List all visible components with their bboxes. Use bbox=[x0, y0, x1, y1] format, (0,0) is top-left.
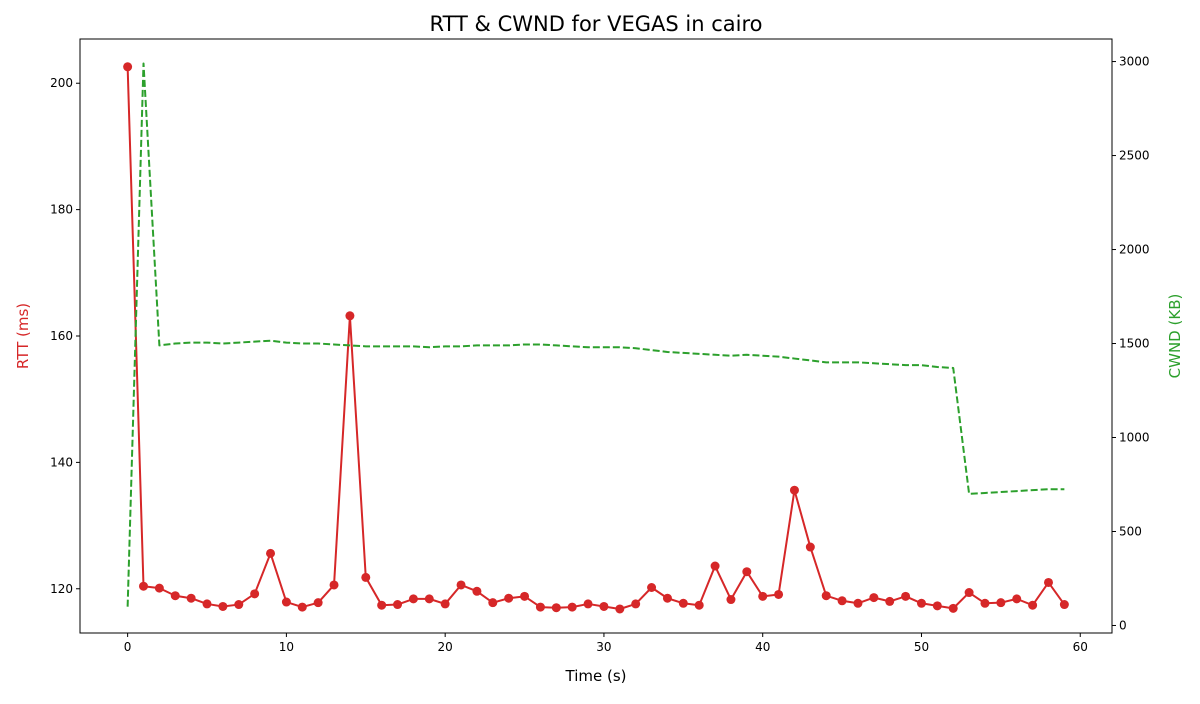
y-right-tick-label: 3000 bbox=[1119, 55, 1150, 69]
rtt-point bbox=[456, 580, 466, 590]
rtt-point bbox=[678, 598, 688, 608]
x-tick-label: 10 bbox=[279, 640, 294, 654]
x-tick-label: 20 bbox=[438, 640, 453, 654]
rtt-point bbox=[345, 311, 355, 321]
rtt-point bbox=[916, 598, 926, 608]
rtt-point bbox=[234, 600, 244, 610]
rtt-point bbox=[1012, 594, 1022, 604]
x-tick-label: 60 bbox=[1073, 640, 1088, 654]
rtt-point bbox=[996, 598, 1006, 608]
rtt-point bbox=[1028, 600, 1038, 610]
y-left-tick-label: 120 bbox=[50, 582, 73, 596]
rtt-point bbox=[377, 600, 387, 610]
x-axis-title: Time (s) bbox=[565, 667, 627, 685]
rtt-point bbox=[488, 598, 498, 608]
chart-title: RTT & CWND for VEGAS in cairo bbox=[430, 12, 763, 36]
rtt-point bbox=[551, 603, 561, 613]
rtt-point bbox=[186, 593, 196, 603]
y-left-tick-label: 160 bbox=[50, 329, 73, 343]
rtt-point bbox=[520, 591, 530, 601]
plot-frame bbox=[79, 38, 1113, 634]
rtt-point bbox=[805, 542, 815, 552]
rtt-point bbox=[869, 593, 879, 603]
y-left-tick-label: 180 bbox=[50, 203, 73, 217]
rtt-point bbox=[329, 580, 339, 590]
rtt-point bbox=[726, 595, 736, 605]
y-left-tick-label: 200 bbox=[50, 76, 73, 90]
y-right-tick-label: 2000 bbox=[1119, 243, 1150, 257]
rtt-point bbox=[789, 485, 799, 495]
rtt-point bbox=[567, 602, 577, 612]
rtt-point bbox=[583, 599, 593, 609]
rtt-point bbox=[631, 599, 641, 609]
rtt-point bbox=[694, 600, 704, 610]
rtt-point bbox=[964, 588, 974, 598]
y-right-tick-label: 0 bbox=[1119, 618, 1127, 632]
rtt-point bbox=[218, 601, 228, 611]
rtt-point bbox=[758, 591, 768, 601]
rtt-point bbox=[647, 583, 657, 592]
axes-layer: 0 10 20 30 40 50 60120140160180200050010001500… bbox=[50, 38, 1150, 654]
y-axis-left-title: RTT (ms) bbox=[14, 303, 32, 369]
rtt-point bbox=[361, 572, 371, 582]
rtt-point bbox=[948, 603, 958, 613]
y-right-tick-label: 1000 bbox=[1119, 431, 1150, 445]
rtt-point bbox=[504, 593, 514, 603]
rtt-point bbox=[853, 598, 863, 608]
rtt-point bbox=[901, 591, 911, 601]
x-tick-label: 50 bbox=[914, 640, 929, 654]
rtt-point bbox=[281, 597, 291, 607]
rtt-point bbox=[202, 599, 212, 609]
rtt-point bbox=[408, 594, 418, 604]
rtt-point bbox=[932, 601, 942, 611]
y-right-tick-label: 2500 bbox=[1119, 149, 1150, 163]
y-right-tick-label: 1500 bbox=[1119, 337, 1150, 351]
rtt-point bbox=[1059, 600, 1069, 610]
series-layer bbox=[123, 62, 1069, 614]
rtt-point bbox=[313, 598, 323, 608]
rtt-point bbox=[662, 593, 672, 603]
rtt-point bbox=[599, 601, 609, 611]
rtt-point bbox=[424, 594, 434, 604]
rtt-point bbox=[535, 602, 545, 612]
cwnd-line bbox=[126, 62, 1065, 607]
rtt-point bbox=[393, 600, 403, 610]
rtt-point bbox=[250, 589, 260, 599]
x-tick-label: 40 bbox=[755, 640, 770, 654]
rtt-point bbox=[472, 586, 482, 596]
rtt-point bbox=[742, 567, 752, 577]
rtt-point bbox=[980, 598, 990, 608]
y-right-tick-label: 500 bbox=[1119, 524, 1142, 538]
rtt-point bbox=[266, 548, 276, 558]
rtt-point bbox=[154, 583, 164, 593]
x-tick-label: 0 bbox=[124, 640, 132, 654]
rtt-line bbox=[126, 66, 1066, 610]
rtt-point bbox=[710, 561, 720, 571]
x-tick-label: 30 bbox=[596, 640, 611, 654]
rtt-point bbox=[821, 591, 831, 601]
rtt-point bbox=[170, 591, 180, 601]
rtt-point bbox=[297, 602, 307, 612]
rtt-point bbox=[440, 599, 450, 609]
y-left-tick-label: 140 bbox=[50, 455, 73, 469]
rtt-point bbox=[774, 589, 784, 599]
rtt-point bbox=[885, 596, 895, 606]
rtt-point bbox=[837, 596, 847, 606]
rtt-point bbox=[615, 604, 625, 614]
rtt-point bbox=[139, 581, 149, 591]
y-axis-right-title: CWND (KB) bbox=[1166, 294, 1184, 379]
rtt-point bbox=[1043, 577, 1053, 587]
rtt-point bbox=[123, 62, 133, 72]
